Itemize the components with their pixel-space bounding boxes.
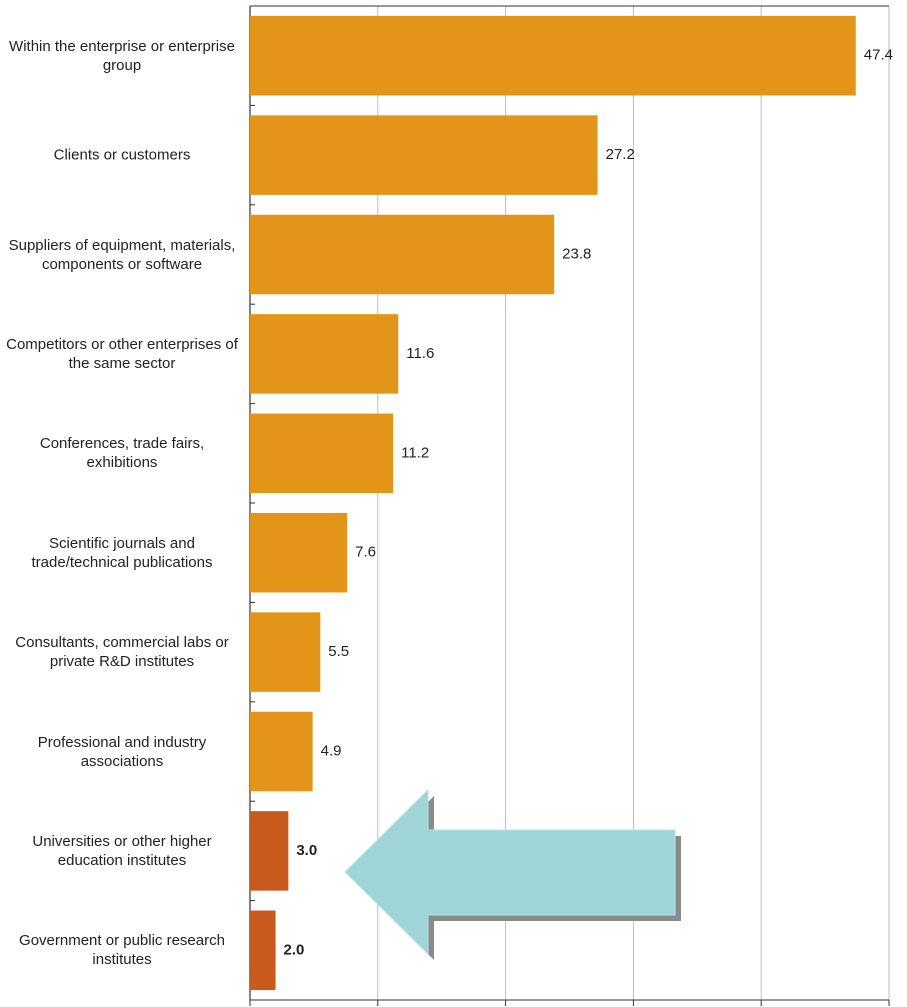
y-tick-label: Consultants, commercial labs or private … bbox=[15, 634, 229, 671]
bar bbox=[250, 214, 555, 295]
y-tick-label: Within the enterprise or enterprise grou… bbox=[9, 37, 235, 74]
y-tick-label: Competitors or other enterprises of the … bbox=[6, 335, 238, 372]
value-label: 7.6 bbox=[355, 544, 376, 561]
arrow bbox=[344, 788, 676, 956]
bar bbox=[250, 512, 348, 593]
bar bbox=[250, 413, 394, 494]
value-label: 27.2 bbox=[606, 146, 635, 163]
bar bbox=[250, 811, 289, 891]
y-tick-label: Conferences, trade fairs, exhibitions bbox=[39, 435, 205, 472]
y-tick-label: Scientific journals and trade/technical … bbox=[31, 534, 213, 571]
bar bbox=[250, 711, 313, 792]
bar bbox=[250, 15, 856, 96]
value-label: 11.2 bbox=[401, 444, 429, 461]
value-label: 2.0 bbox=[284, 941, 305, 958]
y-tick-label: Universities or other higher education i… bbox=[32, 832, 212, 869]
value-label: 5.5 bbox=[328, 643, 349, 660]
y-tick-label: Professional and industry associations bbox=[37, 733, 207, 770]
bar bbox=[250, 612, 321, 692]
bar bbox=[250, 314, 399, 394]
value-label: 23.8 bbox=[562, 245, 591, 262]
value-label: 47.4 bbox=[864, 47, 893, 64]
value-label: 3.0 bbox=[296, 842, 317, 859]
bar bbox=[250, 115, 598, 195]
bar bbox=[250, 910, 276, 991]
y-tick-label: Government or public research institutes bbox=[19, 932, 225, 969]
value-label: 11.6 bbox=[406, 345, 434, 362]
value-label: 4.9 bbox=[321, 742, 342, 759]
y-tick-label: Suppliers of equipment, materials, compo… bbox=[8, 236, 236, 273]
y-tick-label: Clients or customers bbox=[53, 146, 191, 164]
